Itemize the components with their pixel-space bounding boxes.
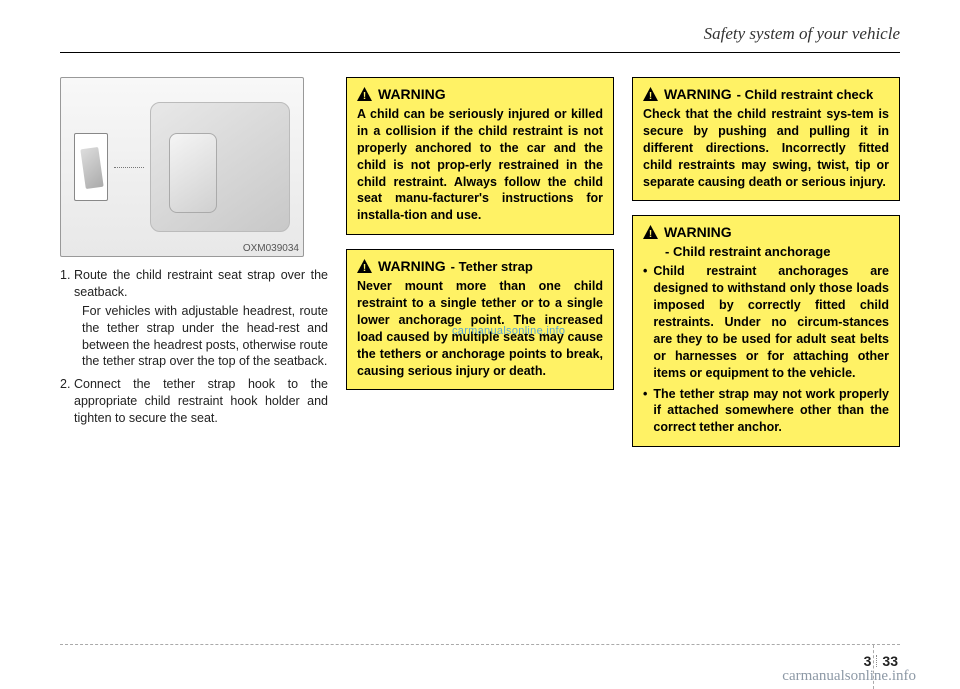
warning-title: WARNING <box>378 86 446 102</box>
warning-body: Check that the child restraint sys-tem i… <box>643 106 889 190</box>
column-right: ! WARNING - Child restraint check Check … <box>632 77 900 461</box>
warning-restraint-check: ! WARNING - Child restraint check Check … <box>632 77 900 201</box>
warning-body: A child can be seriously injured or kill… <box>357 106 603 224</box>
watermark-footer: carmanualsonline.info <box>782 668 916 685</box>
bullet-text: The tether strap may not work properly i… <box>653 386 889 437</box>
step-text: Connect the tether strap hook to the app… <box>74 376 328 427</box>
chapter-number: 3 <box>864 653 872 669</box>
svg-text:!: ! <box>649 91 652 101</box>
footer-rule <box>60 644 900 645</box>
warning-subtitle: - Child restraint anchorage <box>665 244 889 259</box>
warning-header: ! WARNING <box>357 86 603 102</box>
callout-anchor-detail <box>74 133 108 201</box>
warning-subtitle: - Child restraint check <box>737 87 874 102</box>
warning-bullet-1: • Child restraint anchorages are designe… <box>643 263 889 381</box>
figure-illustration <box>74 102 290 232</box>
step-1: 1. Route the child restraint seat strap … <box>60 267 328 370</box>
figure-child-seat: OXM039034 <box>60 77 304 257</box>
warning-title-wrap: WARNING - Child restraint check <box>664 86 873 102</box>
warning-title: WARNING <box>664 86 732 102</box>
callout-leader-line <box>114 167 144 168</box>
page-number-value: 33 <box>882 653 898 669</box>
anchor-icon <box>80 147 103 189</box>
svg-text:!: ! <box>363 263 366 273</box>
warning-triangle-icon: ! <box>643 87 658 101</box>
child-seat-illustration <box>169 133 217 213</box>
warning-header: ! WARNING <box>643 224 889 240</box>
column-middle: ! WARNING A child can be seriously injur… <box>346 77 614 461</box>
warning-title-wrap: WARNING - Tether strap <box>378 258 533 274</box>
svg-text:!: ! <box>649 229 652 239</box>
warning-header: ! WARNING - Child restraint check <box>643 86 889 102</box>
warning-header: ! WARNING - Tether strap <box>357 258 603 274</box>
warning-subtitle: - Tether strap <box>451 259 533 274</box>
step-number: 2. <box>60 376 74 427</box>
watermark-inline: carmanualsonline.info <box>452 325 565 337</box>
step-2: 2. Connect the tether strap hook to the … <box>60 376 328 427</box>
bullet-icon: • <box>643 386 647 437</box>
bullet-text: Child restraint anchorages are designed … <box>653 263 889 381</box>
step-text: Route the child restraint seat strap ove… <box>74 268 328 299</box>
warning-bullets: • Child restraint anchorages are designe… <box>643 263 889 436</box>
step-body: Route the child restraint seat strap ove… <box>74 267 328 370</box>
warning-triangle-icon: ! <box>643 225 658 239</box>
warning-triangle-icon: ! <box>357 259 372 273</box>
page-separator <box>876 655 877 667</box>
bullet-icon: • <box>643 263 647 381</box>
manual-page: Safety system of your vehicle OXM039034 … <box>0 0 960 689</box>
figure-code: OXM039034 <box>243 243 299 254</box>
step-subtext: For vehicles with adjustable headrest, r… <box>74 303 328 371</box>
warning-title: WARNING <box>664 224 732 240</box>
warning-title-wrap: WARNING <box>664 224 732 240</box>
warning-general: ! WARNING A child can be seriously injur… <box>346 77 614 235</box>
rear-seat-illustration <box>150 102 290 232</box>
warning-restraint-anchorage: ! WARNING - Child restraint anchorage • … <box>632 215 900 447</box>
instruction-list: 1. Route the child restraint seat strap … <box>60 267 328 427</box>
warning-title-wrap: WARNING <box>378 86 446 102</box>
content-columns: OXM039034 1. Route the child restraint s… <box>60 77 900 461</box>
warning-tether-strap: ! WARNING - Tether strap Never mount mor… <box>346 249 614 390</box>
column-left: OXM039034 1. Route the child restraint s… <box>60 77 328 461</box>
warning-title: WARNING <box>378 258 446 274</box>
section-header: Safety system of your vehicle <box>60 24 900 53</box>
page-number: 3 33 <box>864 653 898 669</box>
svg-text:!: ! <box>363 91 366 101</box>
step-number: 1. <box>60 267 74 370</box>
warning-bullet-2: • The tether strap may not work properly… <box>643 386 889 437</box>
warning-triangle-icon: ! <box>357 87 372 101</box>
